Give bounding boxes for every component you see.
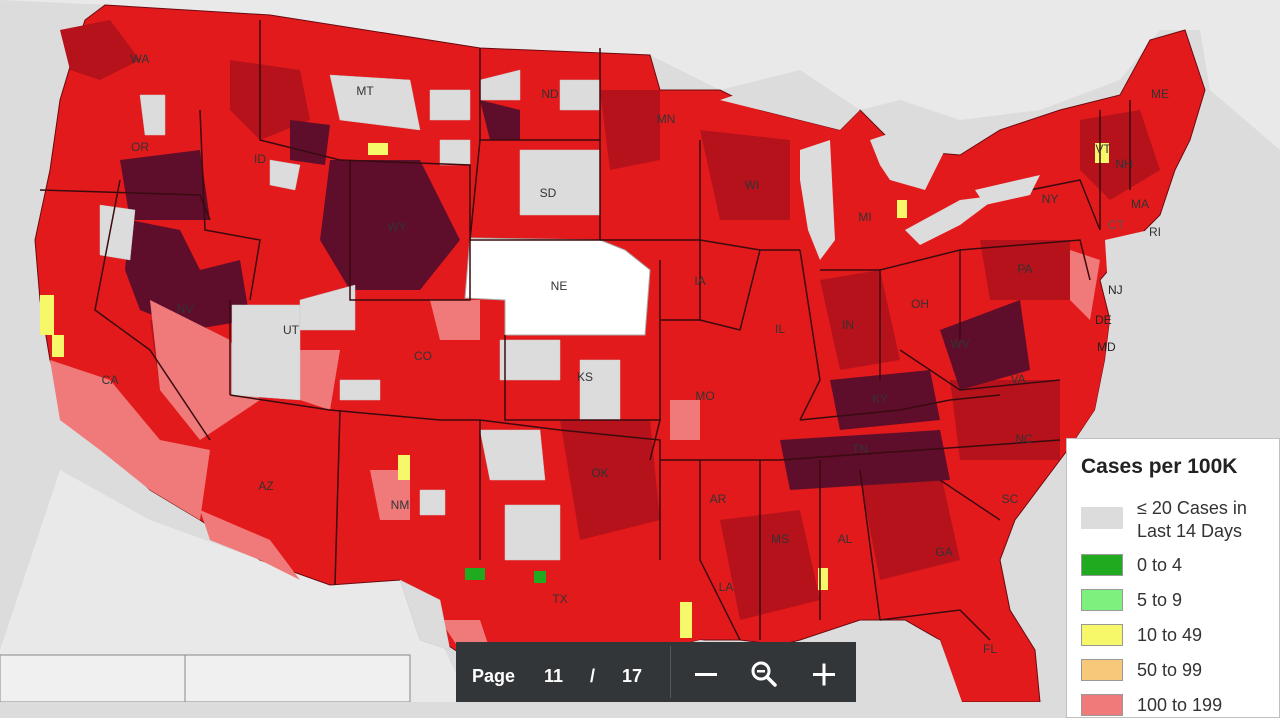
map-legend: Cases per 100K ≤ 20 Cases in Last 14 Day… xyxy=(1066,438,1280,718)
label-mt: MT xyxy=(356,84,374,98)
mexico-land xyxy=(0,470,470,702)
green-counties xyxy=(465,568,546,583)
label-wv: WV xyxy=(950,337,969,351)
label-tx: TX xyxy=(552,592,567,606)
label-ca: CA xyxy=(102,373,119,387)
label-ny: NY xyxy=(1042,192,1059,206)
label-de: DE xyxy=(1095,313,1112,327)
dark-red-counties xyxy=(60,20,1160,620)
legend-label-le20-line1: ≤ 20 Cases in xyxy=(1137,498,1247,518)
label-ia: IA xyxy=(694,274,705,288)
state-labels: WA OR ID MT ND SD WY NE NV UT CO KS CA A… xyxy=(102,52,1169,656)
legend-swatch-50to99 xyxy=(1081,659,1123,681)
legend-label-100to199: 100 to 199 xyxy=(1137,695,1223,715)
legend-label-le20-line2: Last 14 Days xyxy=(1137,521,1243,541)
label-oh: OH xyxy=(911,297,929,311)
label-md: MD xyxy=(1097,340,1116,354)
label-me: ME xyxy=(1151,87,1169,101)
label-il: IL xyxy=(775,322,785,336)
label-nm: NM xyxy=(391,498,410,512)
canada-land xyxy=(0,0,1280,150)
label-wy: WY xyxy=(387,220,406,234)
label-ga: GA xyxy=(935,545,952,559)
label-sc: SC xyxy=(1002,492,1019,506)
label-az: AZ xyxy=(258,479,273,493)
us-county-map: WA OR ID MT ND SD WY NE NV UT CO KS CA A… xyxy=(0,0,1280,702)
legend-swatch-100to199 xyxy=(1081,694,1123,716)
label-nj: NJ xyxy=(1108,283,1123,297)
legend-label-10to49: 10 to 49 xyxy=(1137,625,1203,645)
label-ct: CT xyxy=(1108,218,1125,232)
legend-title: Cases per 100K xyxy=(1081,455,1238,478)
pink-counties xyxy=(50,250,1100,650)
label-mn: MN xyxy=(657,112,676,126)
label-id: ID xyxy=(254,152,266,166)
magnifier-icon xyxy=(751,661,777,687)
legend-swatch-le20 xyxy=(1081,507,1123,529)
legend-label-5to9: 5 to 9 xyxy=(1137,590,1183,610)
label-wa: WA xyxy=(131,52,150,66)
label-va: VA xyxy=(1010,372,1025,386)
label-fl: FL xyxy=(983,642,997,656)
gray-counties xyxy=(99,69,621,651)
nebraska-no-data xyxy=(464,237,651,336)
page-separator: / xyxy=(590,666,596,686)
fit-to-page-button[interactable] xyxy=(744,654,784,694)
legend-swatch-5to9 xyxy=(1081,589,1123,611)
label-ms: MS xyxy=(771,532,789,546)
map-viewport[interactable]: WA OR ID MT ND SD WY NE NV UT CO KS CA A… xyxy=(0,0,1280,702)
great-lakes xyxy=(720,80,1040,260)
label-ar: AR xyxy=(710,492,727,506)
yellow-counties xyxy=(40,143,1109,638)
toolbar-divider xyxy=(670,646,671,698)
label-ma: MA xyxy=(1131,197,1149,211)
label-ok: OK xyxy=(591,466,608,480)
pdf-page-toolbar: Page 11 / 17 xyxy=(456,642,856,702)
legend-swatch-0to4 xyxy=(1081,554,1123,576)
label-sd: SD xyxy=(540,186,557,200)
total-pages: 17 xyxy=(622,666,643,686)
inset-frame-right xyxy=(184,654,411,702)
zoom-in-button[interactable] xyxy=(804,654,844,694)
plus-icon xyxy=(813,663,835,686)
label-nh: NH xyxy=(1115,157,1132,171)
legend-label-0to4: 0 to 4 xyxy=(1137,555,1183,575)
legend-swatch-10to49 xyxy=(1081,624,1123,646)
label-mi: MI xyxy=(858,210,871,224)
label-or: OR xyxy=(131,140,149,154)
current-page-input[interactable]: 11 xyxy=(544,666,564,686)
maroon-counties xyxy=(120,100,1030,490)
label-ky: KY xyxy=(872,392,888,406)
inset-frame-left xyxy=(0,654,186,702)
atlantic-ocean xyxy=(1075,200,1280,450)
label-mo: MO xyxy=(695,389,714,403)
legend-label-le20: ≤ 20 Cases in Last 14 Days xyxy=(1137,497,1247,543)
label-ut: UT xyxy=(283,323,300,337)
label-in: IN xyxy=(842,318,854,332)
legend-item-le20: ≤ 20 Cases in Last 14 Days xyxy=(1081,498,1280,555)
legend-label-50to99: 50 to 99 xyxy=(1137,660,1203,680)
label-la: LA xyxy=(719,580,734,594)
zoom-out-button[interactable] xyxy=(686,654,726,694)
label-ks: KS xyxy=(577,370,593,384)
label-nv: NV xyxy=(177,302,194,316)
label-co: CO xyxy=(414,349,432,363)
label-ri: RI xyxy=(1149,225,1161,239)
label-tn: TN xyxy=(852,442,868,456)
label-wi: WI xyxy=(745,178,760,192)
minus-icon xyxy=(695,673,717,676)
label-nd: ND xyxy=(541,87,559,101)
label-nc: NC xyxy=(1015,432,1033,446)
label-vt: VT xyxy=(1095,142,1111,156)
label-al: AL xyxy=(838,532,853,546)
label-pa: PA xyxy=(1017,262,1032,276)
label-ne: NE xyxy=(551,279,568,293)
page-label: Page xyxy=(472,666,516,686)
